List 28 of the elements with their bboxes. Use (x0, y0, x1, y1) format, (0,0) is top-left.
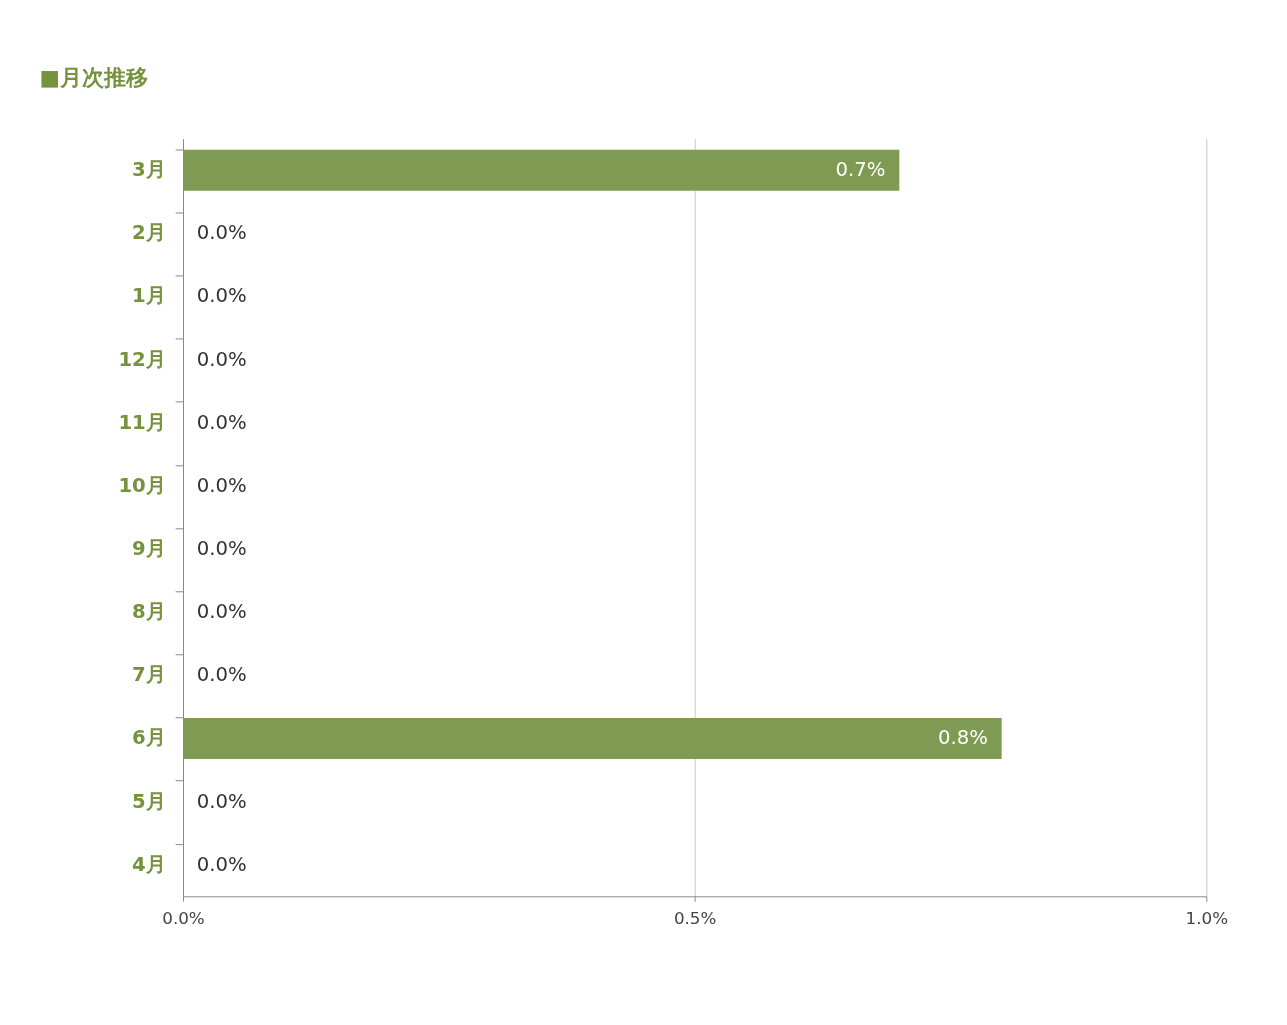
y-tick-label: 11月 (118, 410, 166, 434)
y-tick-label: 4月 (132, 852, 166, 876)
data-label: 0.0% (196, 663, 247, 687)
data-label: 0.0% (196, 536, 247, 560)
data-label: 0.7% (835, 158, 886, 182)
data-label: 0.0% (196, 221, 247, 245)
data-label: 0.0% (196, 410, 247, 434)
data-label: 0.0% (196, 284, 247, 308)
y-tick-label: 10月 (118, 473, 166, 497)
y-tick-label: 2月 (132, 221, 166, 245)
y-tick-label: 6月 (132, 726, 166, 750)
chart-title: ■月次推移 (39, 64, 148, 90)
x-tick-label: 0.5% (673, 908, 717, 929)
y-tick-label: 12月 (118, 347, 166, 371)
y-tick-label: 8月 (132, 600, 166, 624)
y-tick-label: 5月 (132, 789, 166, 813)
data-label: 0.0% (196, 473, 247, 497)
data-label: 0.8% (937, 726, 988, 750)
data-label: 0.0% (196, 600, 247, 624)
y-tick-label: 9月 (132, 536, 166, 560)
y-tick-label: 7月 (132, 663, 166, 687)
y-tick-label: 1月 (132, 284, 166, 308)
data-label: 0.0% (196, 852, 247, 876)
x-tick-label: 1.0% (1185, 908, 1229, 929)
data-label: 0.0% (196, 789, 247, 813)
y-tick-label: 3月 (132, 158, 166, 182)
x-tick-label: 0.0% (162, 908, 205, 929)
data-label: 0.0% (196, 347, 247, 371)
